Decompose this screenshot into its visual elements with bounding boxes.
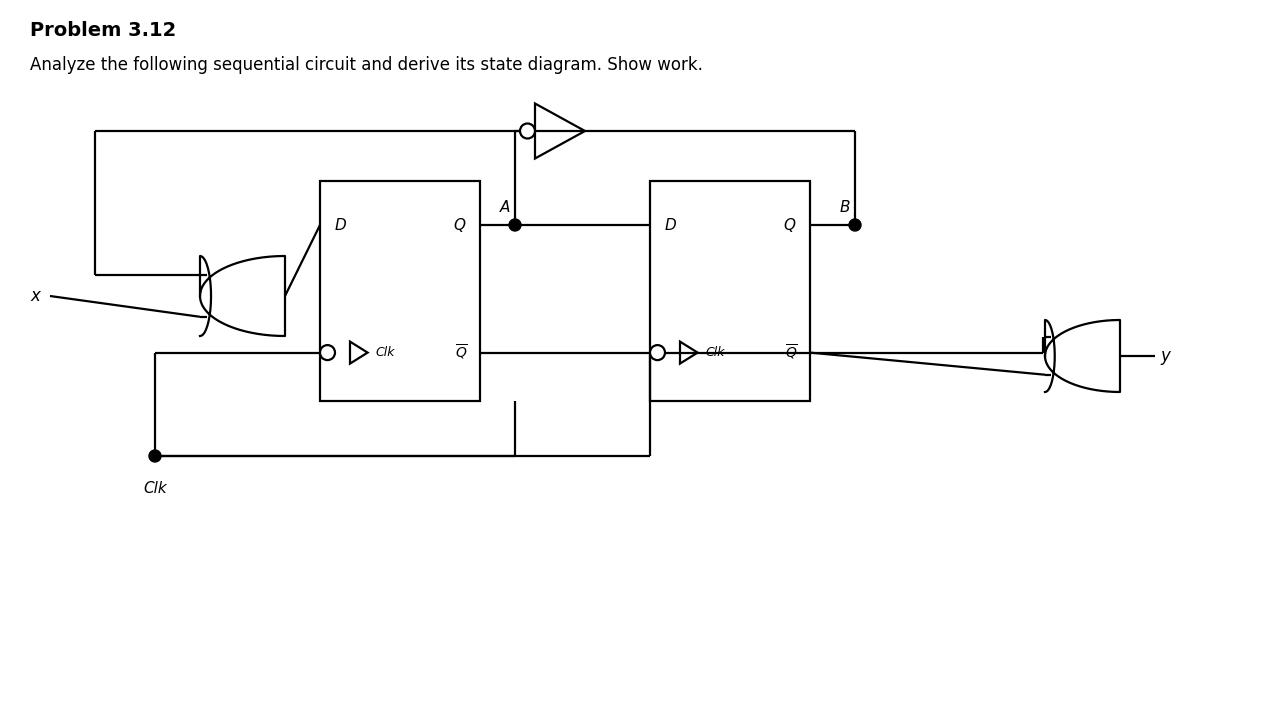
Text: Clk: Clk xyxy=(142,481,167,496)
Text: Analyze the following sequential circuit and derive its state diagram. Show work: Analyze the following sequential circuit… xyxy=(31,56,703,74)
Circle shape xyxy=(149,450,162,462)
Text: Q: Q xyxy=(784,217,795,233)
Text: Clk: Clk xyxy=(375,346,394,359)
Text: B: B xyxy=(840,200,850,215)
Circle shape xyxy=(321,345,335,360)
Text: $\overline{Q}$: $\overline{Q}$ xyxy=(455,343,468,362)
Circle shape xyxy=(509,219,522,231)
Text: Problem 3.12: Problem 3.12 xyxy=(31,21,177,40)
Circle shape xyxy=(520,123,536,139)
Text: A: A xyxy=(500,200,510,215)
Text: D: D xyxy=(335,217,347,233)
Circle shape xyxy=(848,219,861,231)
Text: Q: Q xyxy=(453,217,466,233)
Circle shape xyxy=(650,345,665,360)
Text: D: D xyxy=(665,217,677,233)
Text: y: y xyxy=(1160,347,1170,365)
Bar xyxy=(321,181,480,401)
Text: $\overline{Q}$: $\overline{Q}$ xyxy=(785,343,798,362)
Text: x: x xyxy=(31,287,39,305)
Bar xyxy=(650,181,810,401)
Text: Clk: Clk xyxy=(705,346,725,359)
